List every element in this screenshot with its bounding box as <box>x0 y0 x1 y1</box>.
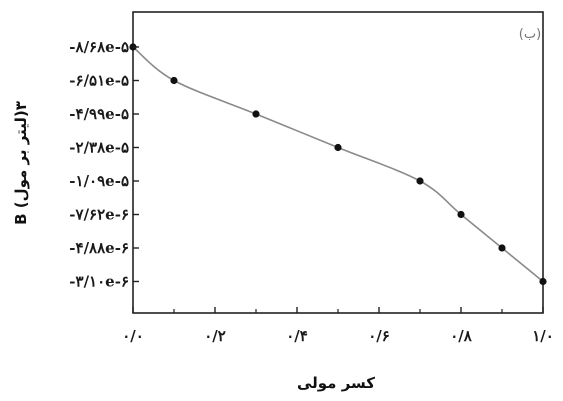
data-point <box>457 210 465 219</box>
data-point <box>334 143 342 152</box>
x-tick-label: ۱/۰ <box>532 327 554 345</box>
series-line <box>132 46 544 283</box>
x-tick-label: ۰/۴ <box>286 327 308 345</box>
x-axis-label: کسر مولی <box>297 374 375 392</box>
data-point <box>170 76 178 85</box>
plot-border <box>132 11 544 314</box>
y-tick-label: -۳/۱۰e-۶ <box>69 273 129 291</box>
x-tick-label: ۰/۶ <box>368 327 390 345</box>
y-tick-label: -۶/۵۱e-۵ <box>69 72 129 90</box>
plot-frame <box>132 11 544 314</box>
data-point <box>252 110 260 118</box>
panel-label: (ب) <box>519 27 541 42</box>
data-point <box>539 277 547 286</box>
y-tick-label: -۴/۹۹e-۵ <box>69 105 129 123</box>
y-axis-ticks: -۸/۶۸e-۵ -۶/۵۱e-۵ -۴/۹۹e-۵ -۲/۳۸e-۵ -۱/۰۹e-۵… <box>69 38 139 291</box>
y-tick-label: -۱/۰۹e-۵ <box>69 172 129 190</box>
data-point <box>498 244 506 252</box>
x-axis-ticks: ۰/۰ ۰/۲ ۰/۴ ۰/۶ ۰/۸ ۱/۰ <box>122 307 554 345</box>
y-tick-label: -۷/۶۲e-۶ <box>69 206 129 224</box>
y-axis-label: B (لیتر بر مول)۳ <box>12 101 30 225</box>
x-tick-label: ۰/۸ <box>450 327 473 345</box>
data-points <box>129 43 547 286</box>
data-point <box>416 177 424 185</box>
y-tick-label: -۴/۸۸e-۶ <box>69 239 129 257</box>
y-tick-label: -۸/۶۸e-۵ <box>69 38 129 56</box>
y-tick-label: -۲/۳۸e-۵ <box>69 139 129 157</box>
x-tick-label: ۰/۰ <box>122 327 144 345</box>
x-tick-label: ۰/۲ <box>204 327 226 345</box>
